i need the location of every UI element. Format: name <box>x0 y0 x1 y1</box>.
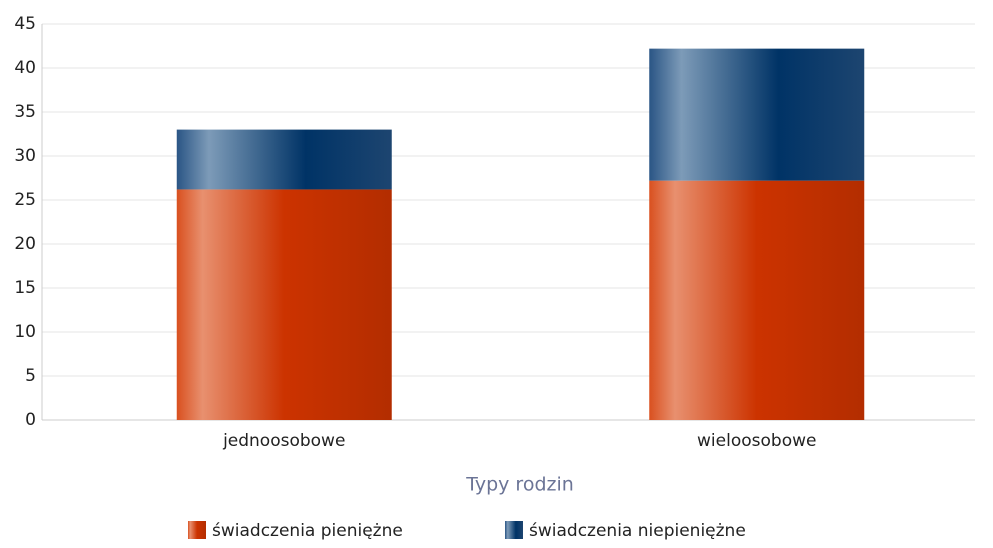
bar-segment <box>649 48 865 181</box>
y-tick-label: 10 <box>14 322 36 342</box>
y-tick-label: 20 <box>14 234 36 254</box>
y-tick-label: 5 <box>25 366 36 386</box>
legend-swatch <box>505 521 523 539</box>
x-axis-title: Typy rodzin <box>465 474 574 496</box>
y-tick-label: 15 <box>14 278 36 298</box>
bar-segment <box>176 189 392 420</box>
bar-segment <box>176 129 392 190</box>
legend-swatch <box>188 521 206 539</box>
y-tick-label: 0 <box>25 410 36 430</box>
y-tick-label: 45 <box>14 14 36 34</box>
legend-label: świadczenia pieniężne <box>212 521 403 541</box>
bar-segment <box>649 180 865 420</box>
y-tick-label: 35 <box>14 102 36 122</box>
x-tick-label: jednoosobowe <box>222 431 345 451</box>
y-tick-label: 40 <box>14 58 36 78</box>
y-tick-label: 30 <box>14 146 36 166</box>
y-tick-label: 25 <box>14 190 36 210</box>
legend-label: świadczenia niepieniężne <box>529 521 746 541</box>
x-tick-label: wieloosobowe <box>697 431 816 451</box>
